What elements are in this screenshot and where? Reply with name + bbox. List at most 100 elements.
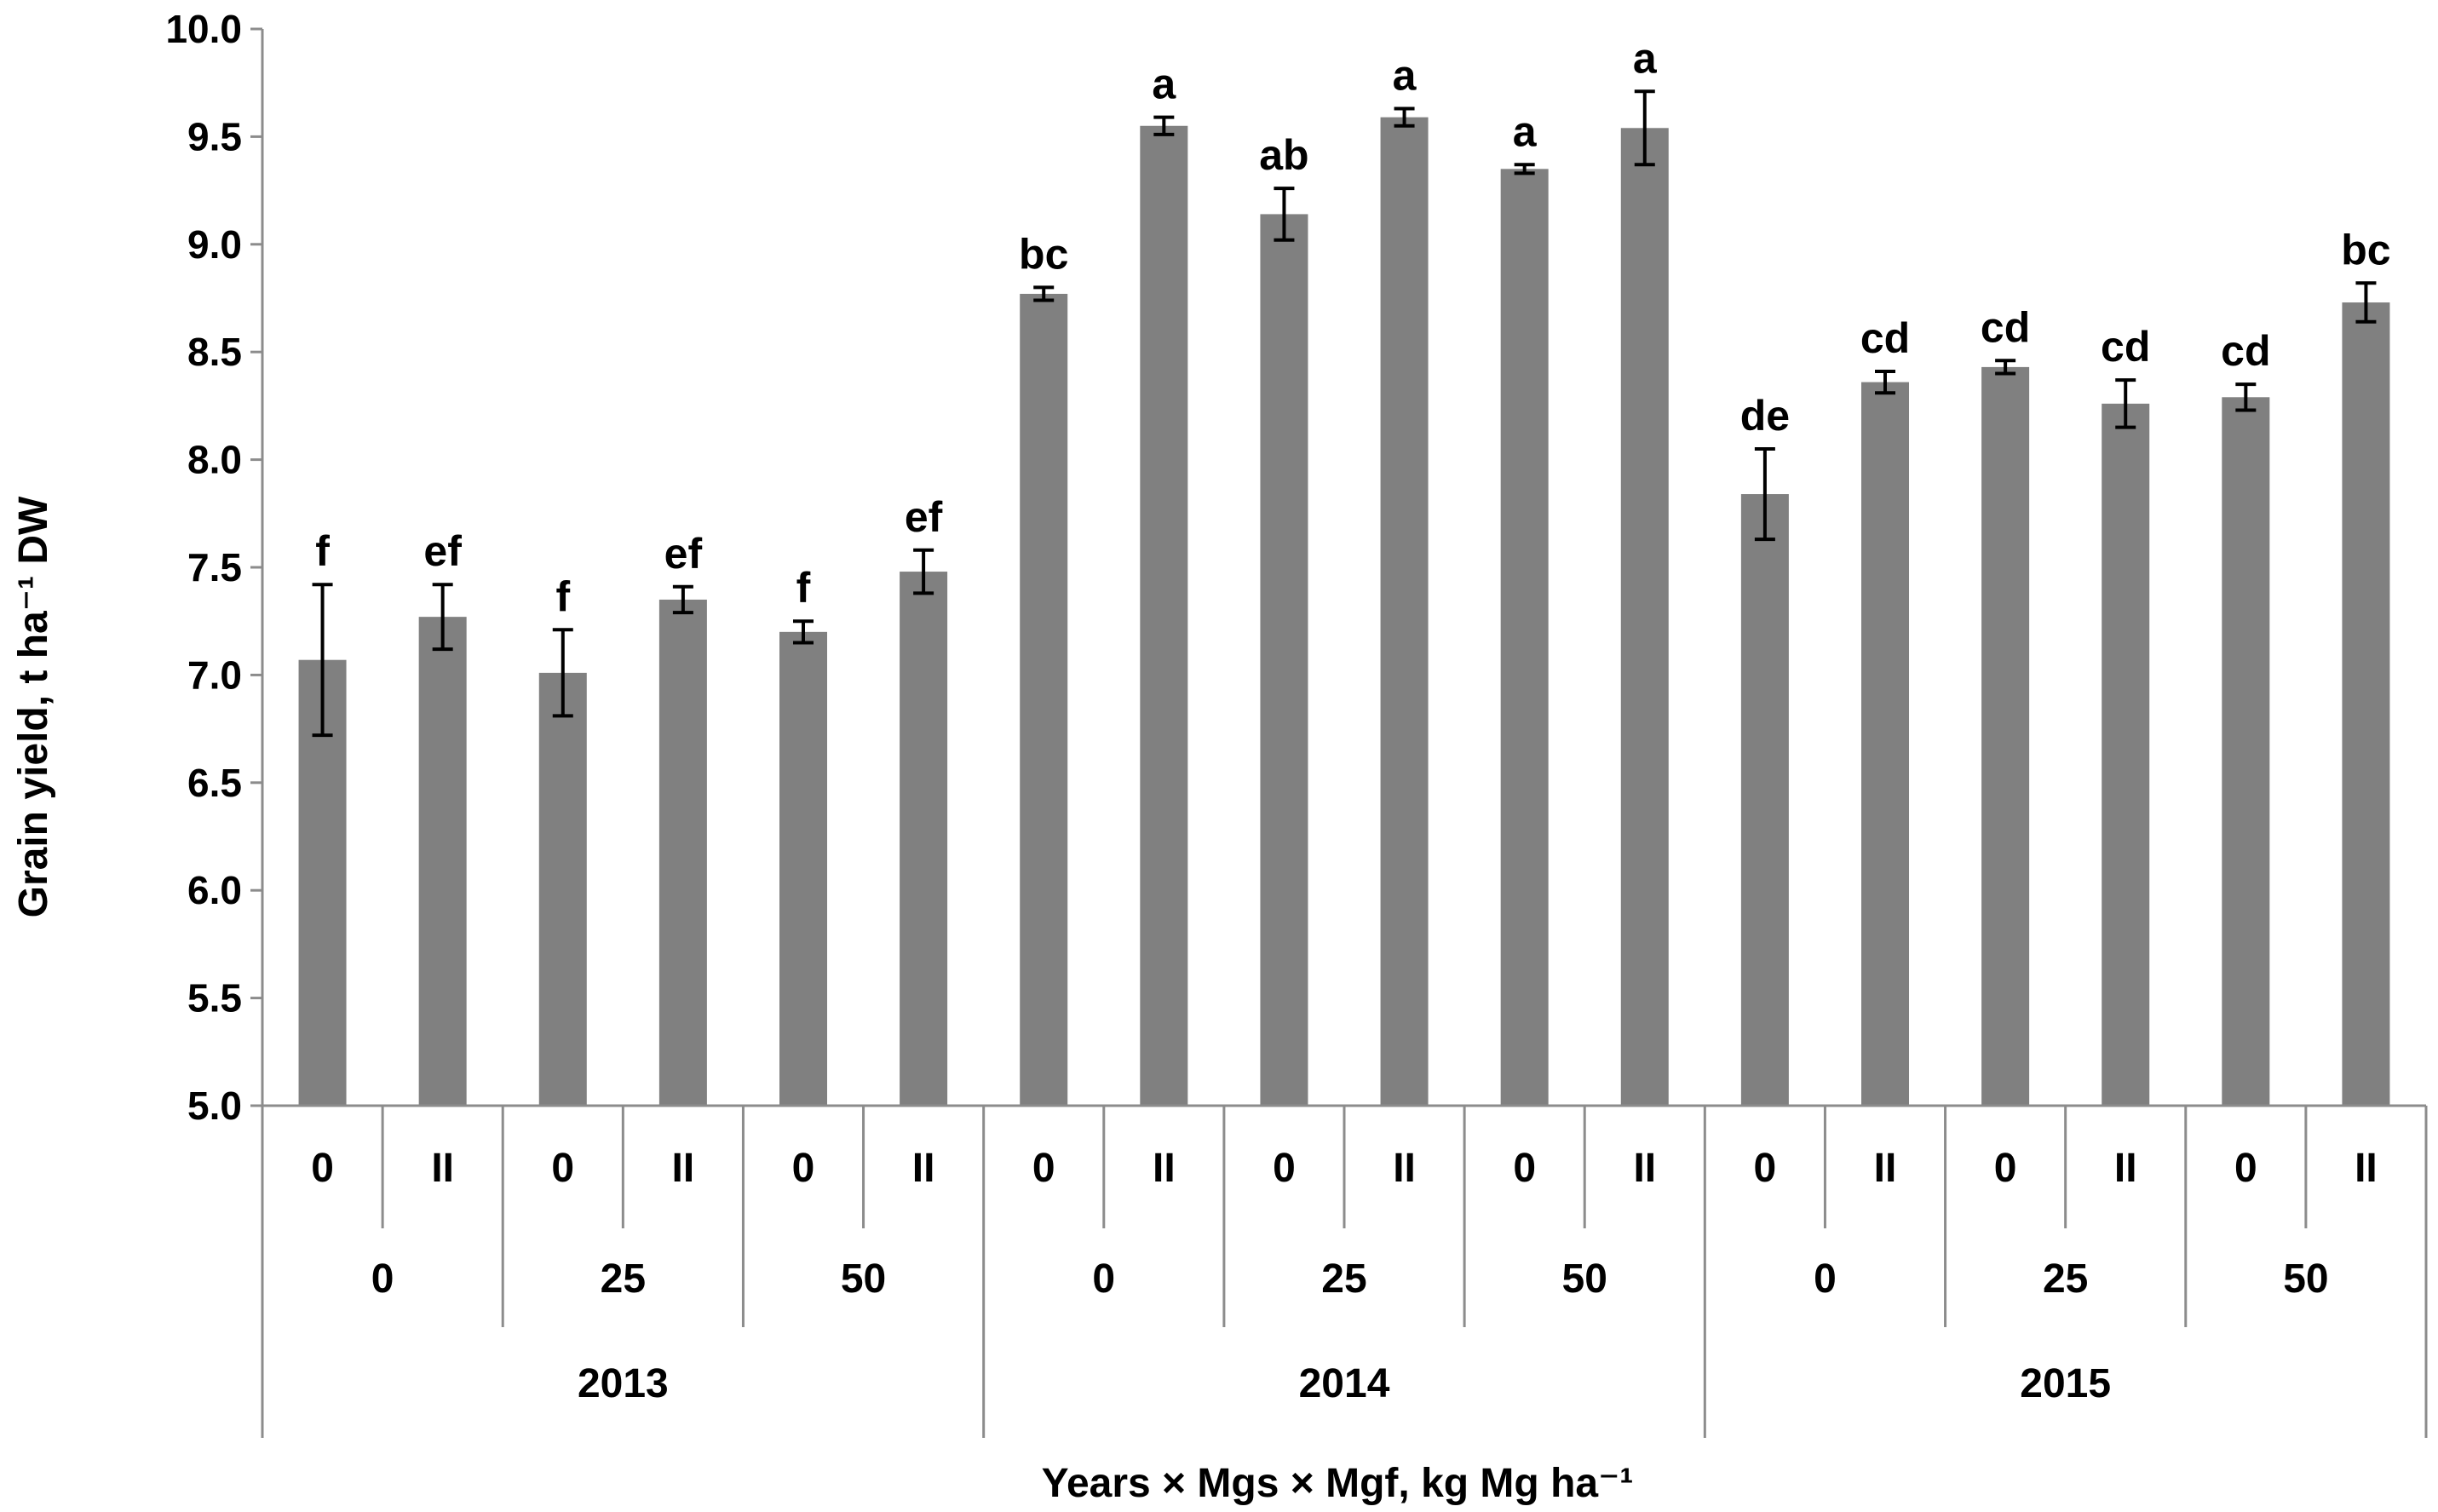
y-axis-ticks: 5.0 5.5 6.0 6.5 7.0 7.5 8.0 8.5 9.0 9.5 10.0 <box>165 7 262 1128</box>
bar <box>900 572 948 1106</box>
error-bar <box>432 583 453 652</box>
error-bar <box>1033 285 1055 302</box>
y-tick-label: 6.0 <box>187 868 242 912</box>
mgs-label: 25 <box>601 1256 646 1302</box>
bar <box>1981 366 2030 1106</box>
mgf-label: II <box>672 1146 695 1191</box>
significance-letter: f <box>315 527 330 575</box>
significance-letter: ab <box>1259 131 1308 179</box>
error-bar <box>1634 89 1655 167</box>
y-tick-label: 8.5 <box>187 330 242 374</box>
error-bar <box>1875 369 1895 395</box>
mgf-label: II <box>2114 1146 2137 1191</box>
error-bar <box>2355 281 2377 324</box>
year-label: 2015 <box>2020 1361 2111 1406</box>
bar <box>1020 293 1068 1107</box>
y-tick-label: 5.5 <box>187 976 242 1020</box>
error-bars <box>312 89 2377 738</box>
significance-letter: f <box>555 572 570 620</box>
mgs-label: 0 <box>1814 1256 1837 1302</box>
significance-letter: bc <box>2341 226 2390 273</box>
mgs-label: 0 <box>1092 1256 1115 1302</box>
y-tick-label: 9.0 <box>187 222 242 267</box>
bar <box>779 631 827 1106</box>
mgf-label: 0 <box>1273 1146 1296 1191</box>
significance-letter: ef <box>905 493 943 541</box>
year-label: 2014 <box>1299 1361 1390 1406</box>
significance-letter: a <box>1513 107 1538 155</box>
error-bar <box>2235 382 2257 412</box>
bar <box>2342 302 2390 1106</box>
bar <box>658 599 707 1106</box>
year-label: 2013 <box>578 1361 669 1406</box>
error-bar <box>1754 446 1775 542</box>
mgf-label: 0 <box>1513 1146 1536 1191</box>
mgs-label: 25 <box>1321 1256 1366 1302</box>
mgf-label: II <box>1393 1146 1416 1191</box>
significance-letter: cd <box>2101 323 2150 371</box>
x-axis-categories: 0 II 0 II 0 II 0 II 0 II 0 II 0 II 0 II 0 II 0 25 50 0 25 50 0 25… <box>261 1106 2428 1438</box>
mgs-label: 25 <box>2043 1256 2088 1302</box>
error-bar <box>793 619 814 645</box>
error-bar <box>552 628 573 718</box>
mgf-label: 0 <box>1994 1146 2017 1191</box>
bar <box>2222 397 2270 1107</box>
mgf-label: 0 <box>551 1146 574 1191</box>
error-bar <box>312 583 333 738</box>
mgf-label: II <box>1153 1146 1176 1191</box>
mgf-label: II <box>1874 1146 1897 1191</box>
error-bar <box>1995 359 2016 376</box>
mgf-label: II <box>912 1146 935 1191</box>
y-tick-label: 9.5 <box>187 114 242 158</box>
error-bar <box>1514 163 1535 175</box>
bar <box>2102 403 2150 1106</box>
error-bar <box>2115 378 2136 429</box>
significance-letter: cd <box>1981 303 2030 351</box>
error-bar <box>913 548 934 595</box>
mgf-label: 0 <box>1032 1146 1055 1191</box>
y-tick-label: 8.0 <box>187 438 242 482</box>
significance-letter: bc <box>1019 230 1068 278</box>
bars <box>298 117 2390 1107</box>
error-bar <box>1274 187 1295 242</box>
bar <box>1740 494 1789 1106</box>
error-bar <box>1394 106 1415 128</box>
bar <box>1140 125 1188 1106</box>
error-bar <box>672 584 693 615</box>
mgs-label: 0 <box>371 1256 394 1302</box>
mgf-label: II <box>1633 1146 1656 1191</box>
error-bar <box>1153 115 1175 136</box>
y-tick-label: 6.5 <box>187 761 242 805</box>
significance-letter: ef <box>423 527 462 575</box>
significance-letter: a <box>1633 34 1658 82</box>
significance-letter: cd <box>2221 327 2270 375</box>
mgf-label: 0 <box>311 1146 334 1191</box>
bar <box>1260 214 1308 1107</box>
y-tick-label: 7.5 <box>187 545 242 589</box>
significance-letter: a <box>1393 52 1417 100</box>
significance-letter: f <box>796 564 811 612</box>
significance-letter: ef <box>664 530 703 578</box>
mgs-label: 50 <box>2283 1256 2328 1302</box>
mgs-label: 50 <box>841 1256 886 1302</box>
bar <box>418 617 467 1106</box>
y-tick-label: 7.0 <box>187 653 242 697</box>
mgf-label: II <box>431 1146 454 1191</box>
x-axis-title: Years × Mgs × Mgf, kg Mg ha⁻¹ <box>1042 1461 1634 1506</box>
significance-letter: de <box>1740 392 1790 440</box>
mgf-label: 0 <box>792 1146 815 1191</box>
bar <box>538 672 587 1106</box>
mgf-label: 0 <box>2234 1146 2257 1191</box>
bar <box>1380 117 1429 1107</box>
axes <box>261 29 2426 1107</box>
bar <box>1500 169 1549 1106</box>
y-axis-title: Grain yield, t ha⁻¹ DW <box>11 496 56 917</box>
mgf-label: II <box>2355 1146 2378 1191</box>
y-tick-label: 5.0 <box>187 1084 242 1128</box>
bar <box>1861 382 1909 1106</box>
bar <box>1620 128 1669 1107</box>
mgf-label: 0 <box>1754 1146 1777 1191</box>
y-tick-label: 10.0 <box>165 7 242 51</box>
significance-letters: f ef f ef f ef bc a ab a a a de cd cd cd cd bc <box>315 34 2390 620</box>
